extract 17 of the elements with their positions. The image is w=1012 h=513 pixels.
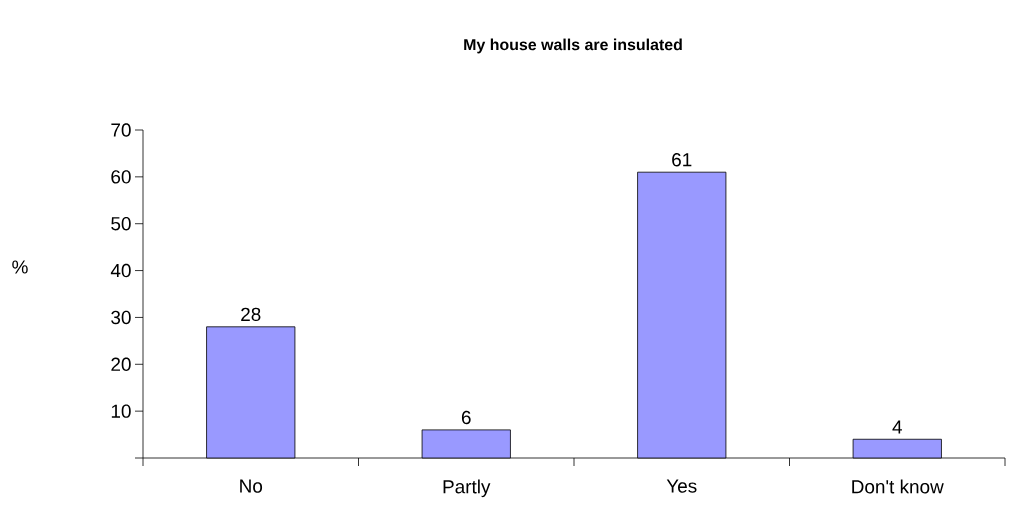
y-tick-label: 40 — [110, 263, 131, 278]
data-label: 6 — [461, 410, 471, 425]
x-tick-label: Yes — [666, 479, 697, 493]
x-tick-label: No — [240, 479, 263, 493]
y-axis-title: % — [12, 260, 28, 274]
x-tick-label: Don't know — [852, 479, 944, 494]
y-tick-label: 30 — [111, 310, 131, 325]
y-tick-label: 50 — [111, 217, 131, 231]
y-tick-label: 70 — [111, 123, 131, 137]
data-label: 4 — [892, 420, 902, 434]
data-label: 61 — [672, 153, 692, 167]
data-label: 28 — [241, 307, 261, 322]
y-tick-label: 60 — [111, 170, 131, 184]
chart-title: My house walls are insulated — [464, 38, 682, 54]
y-tick-label: 10 — [111, 404, 131, 418]
x-tick-label: Partly — [443, 479, 491, 498]
y-tick-label: 20 — [111, 357, 131, 371]
